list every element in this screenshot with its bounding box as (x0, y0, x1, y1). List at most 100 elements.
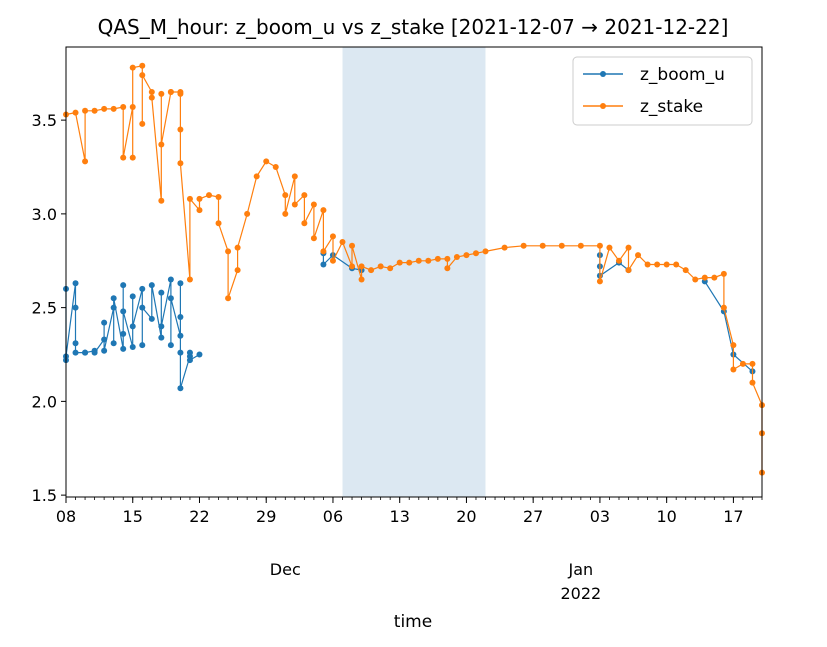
shaded-span-layer (342, 47, 486, 497)
x-axis: 08 15 22 29 06 13 20 27 03 10 17 Dec Jan 2022 (56, 497, 763, 603)
data-point-z-stake (482, 248, 489, 255)
data-point-z-stake (682, 267, 689, 274)
data-point-z-stake (167, 89, 174, 95)
data-point-z-stake (377, 263, 384, 270)
data-point-z-stake (291, 173, 298, 180)
data-point-z-stake (110, 105, 117, 112)
data-point-z-stake (244, 210, 251, 217)
data-point-z-stake (406, 259, 413, 266)
data-point-z-stake (148, 94, 155, 101)
data-point-z-stake (358, 276, 365, 283)
legend-label-z-boom-u: z_boom_u (640, 65, 725, 85)
data-point-z-boom-u (148, 282, 155, 289)
data-point-z-stake (444, 265, 451, 272)
data-point-z-stake (129, 154, 136, 161)
x-tick-label: 29 (256, 507, 276, 526)
y-tick-label: 2.5 (32, 299, 57, 318)
data-point-z-boom-u (120, 345, 127, 352)
data-point-z-stake (148, 89, 155, 95)
data-point-z-stake (139, 120, 146, 127)
data-point-z-boom-u (177, 280, 184, 287)
data-point-z-stake (272, 164, 279, 170)
x-tick-label: 13 (390, 507, 410, 526)
data-point-z-stake (72, 109, 79, 116)
data-point-z-stake (263, 158, 270, 165)
data-point-z-stake (663, 261, 670, 268)
data-point-z-stake (453, 254, 460, 260)
data-point-z-stake (444, 255, 451, 262)
x-tick-label: 15 (123, 507, 143, 526)
data-point-z-boom-u (101, 319, 108, 326)
x-tick-label: 17 (723, 507, 743, 526)
data-point-z-stake (320, 207, 327, 214)
data-point-z-stake (253, 173, 260, 180)
data-point-z-boom-u (110, 304, 117, 311)
data-point-z-boom-u (167, 276, 174, 283)
data-point-z-stake (186, 195, 193, 202)
legend-marker-z-stake (600, 103, 606, 109)
series-z-stake (63, 62, 765, 476)
data-point-z-boom-u (120, 308, 127, 315)
data-point-z-boom-u (110, 340, 117, 347)
legend: z_boom_u z_stake (572, 56, 753, 126)
data-point-z-boom-u (91, 349, 98, 356)
data-point-z-boom-u (186, 357, 193, 364)
data-point-z-boom-u (101, 336, 108, 343)
data-point-z-stake (101, 105, 108, 112)
series-layer (63, 62, 765, 476)
y-tick-label: 3.0 (32, 205, 57, 224)
data-point-z-stake (520, 242, 527, 249)
data-point-z-stake (215, 194, 222, 200)
data-point-z-stake (91, 107, 98, 114)
data-point-z-stake (120, 154, 127, 161)
data-point-z-stake (415, 257, 422, 264)
data-point-z-boom-u (72, 280, 79, 287)
y-axis: 1.5 2.0 2.5 3.0 3.5 (32, 111, 66, 505)
data-point-z-stake (82, 158, 89, 165)
data-point-z-stake (596, 278, 603, 285)
data-point-z-stake (625, 244, 632, 251)
data-point-z-boom-u (72, 340, 79, 347)
data-point-z-stake (434, 255, 441, 262)
x-tick-label: 06 (323, 507, 343, 526)
data-point-z-stake (329, 257, 336, 264)
data-point-z-stake (606, 244, 613, 251)
data-point-z-stake (501, 244, 508, 251)
data-point-z-stake (139, 62, 146, 69)
data-point-z-stake (730, 366, 737, 373)
data-point-z-stake (692, 276, 699, 283)
data-point-z-stake (186, 276, 193, 283)
data-point-z-stake (472, 250, 479, 257)
data-point-z-stake (120, 104, 127, 110)
data-point-z-stake (339, 239, 346, 245)
data-point-z-stake (320, 248, 327, 255)
x-tick-label: 22 (189, 507, 209, 526)
data-point-z-stake (310, 235, 317, 242)
data-point-z-boom-u (139, 285, 146, 292)
data-point-z-stake (349, 263, 356, 270)
data-point-z-stake (368, 267, 375, 274)
data-point-z-boom-u (110, 295, 117, 302)
data-point-z-stake (234, 244, 241, 251)
data-point-z-stake (711, 274, 718, 281)
y-tick-label: 3.5 (32, 111, 57, 130)
data-point-z-boom-u (167, 342, 174, 349)
data-point-z-stake (635, 252, 642, 259)
y-tick-label: 2.0 (32, 392, 57, 411)
data-point-z-boom-u (320, 261, 327, 268)
data-point-z-stake (177, 160, 184, 167)
data-point-z-stake (196, 207, 203, 214)
plot-frame (65, 46, 763, 498)
legend-marker-z-boom-u (600, 71, 606, 77)
data-point-z-boom-u (167, 295, 174, 302)
data-point-z-stake (625, 267, 632, 274)
data-point-z-boom-u (101, 347, 108, 354)
data-point-z-stake (215, 220, 222, 227)
data-point-z-stake (225, 248, 232, 255)
data-point-z-boom-u (72, 304, 79, 311)
data-point-z-stake (301, 192, 308, 199)
data-point-z-boom-u (120, 330, 127, 337)
data-point-z-stake (396, 259, 403, 266)
data-point-z-stake (129, 64, 136, 71)
chart-title: QAS_M_hour: z_boom_u vs z_stake [2021-12… (98, 15, 729, 39)
